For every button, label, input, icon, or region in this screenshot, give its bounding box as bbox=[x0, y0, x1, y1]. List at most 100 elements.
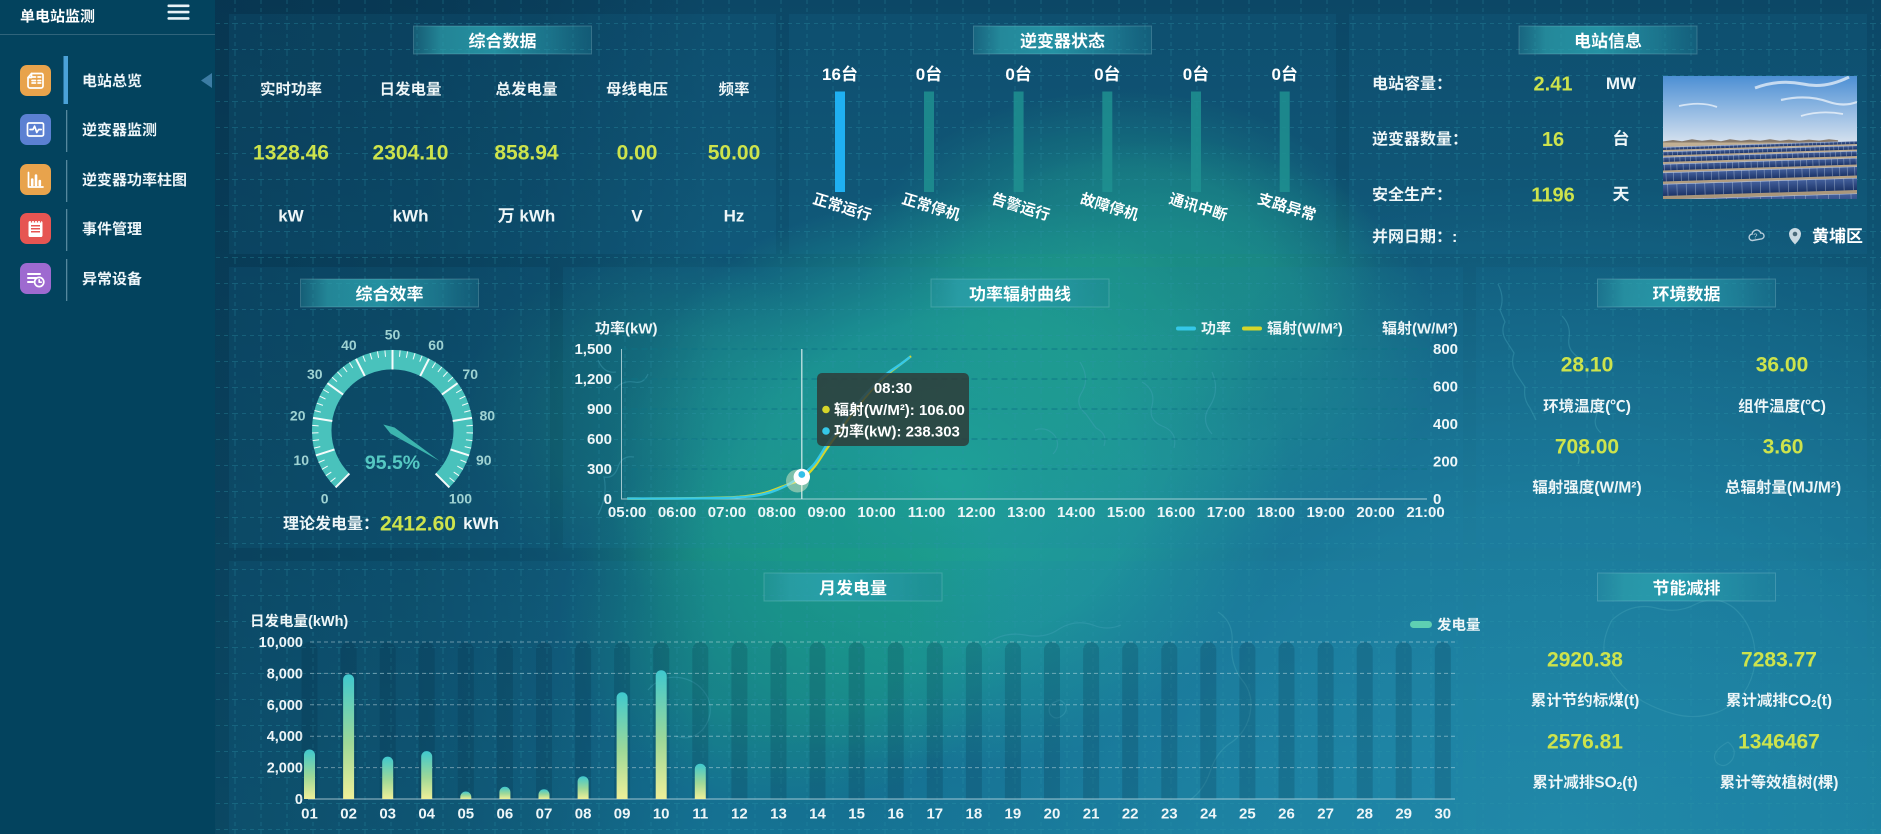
svg-text:0: 0 bbox=[1005, 65, 1014, 84]
svg-text:(W/M²): (W/M²) bbox=[1594, 480, 1641, 497]
svg-text:10: 10 bbox=[653, 805, 670, 822]
svg-text:): ) bbox=[1626, 399, 1631, 416]
svg-text:07: 07 bbox=[536, 805, 553, 822]
svg-text:1196: 1196 bbox=[1531, 185, 1574, 207]
svg-text:0: 0 bbox=[916, 65, 925, 84]
svg-text:11:00: 11:00 bbox=[908, 504, 946, 521]
svg-text:kW: kW bbox=[278, 207, 304, 226]
svg-text:1328.46: 1328.46 bbox=[253, 142, 329, 165]
svg-text:708.00: 708.00 bbox=[1555, 436, 1619, 459]
svg-text:27: 27 bbox=[1317, 805, 1334, 822]
svg-text:22: 22 bbox=[1122, 805, 1139, 822]
svg-text:): ) bbox=[1821, 399, 1826, 416]
svg-text:200: 200 bbox=[1433, 454, 1458, 471]
svg-text:15: 15 bbox=[848, 805, 865, 822]
svg-text:2412.60: 2412.60 bbox=[380, 513, 456, 536]
svg-text:30: 30 bbox=[1434, 805, 1451, 822]
svg-text:17: 17 bbox=[926, 805, 943, 822]
svg-text:8,000: 8,000 bbox=[267, 666, 303, 682]
svg-text:CO: CO bbox=[1788, 693, 1811, 710]
svg-text:0: 0 bbox=[1183, 65, 1192, 84]
svg-text:30: 30 bbox=[307, 366, 323, 382]
svg-text:10:00: 10:00 bbox=[857, 504, 895, 521]
svg-text:600: 600 bbox=[1433, 379, 1458, 396]
svg-text:400: 400 bbox=[1433, 416, 1458, 433]
svg-text:20: 20 bbox=[290, 408, 306, 424]
svg-text:(: ( bbox=[1800, 399, 1806, 416]
svg-text:?: ? bbox=[1753, 232, 1757, 241]
svg-text:3.60: 3.60 bbox=[1763, 436, 1804, 459]
svg-text:21: 21 bbox=[1083, 805, 1100, 822]
svg-text:0: 0 bbox=[1272, 65, 1281, 84]
svg-text:60: 60 bbox=[428, 337, 444, 353]
svg-text:90: 90 bbox=[476, 452, 492, 468]
svg-text:1,500: 1,500 bbox=[574, 341, 612, 358]
svg-text:(kWh): (kWh) bbox=[308, 614, 348, 630]
svg-text:12:00: 12:00 bbox=[957, 504, 995, 521]
svg-text:(kW): 238.303: (kW): 238.303 bbox=[864, 423, 960, 440]
svg-text:50.00: 50.00 bbox=[708, 142, 761, 165]
svg-text:09: 09 bbox=[614, 805, 631, 822]
svg-text:2576.81: 2576.81 bbox=[1547, 731, 1623, 754]
svg-text:(t): (t) bbox=[1817, 693, 1833, 710]
svg-text:7283.77: 7283.77 bbox=[1741, 649, 1817, 672]
svg-text:28: 28 bbox=[1356, 805, 1373, 822]
svg-text:(: ( bbox=[1813, 775, 1819, 792]
svg-text:08:30: 08:30 bbox=[874, 380, 912, 397]
svg-text:V: V bbox=[631, 207, 643, 226]
svg-text:0: 0 bbox=[295, 792, 303, 808]
svg-text:19:00: 19:00 bbox=[1307, 504, 1345, 521]
svg-text:Hz: Hz bbox=[724, 207, 745, 226]
svg-text:1,200: 1,200 bbox=[574, 371, 612, 388]
svg-text:(W/M²): (W/M²) bbox=[1412, 321, 1458, 338]
svg-text:13:00: 13:00 bbox=[1007, 504, 1045, 521]
svg-text:16:00: 16:00 bbox=[1157, 504, 1195, 521]
svg-text:858.94: 858.94 bbox=[494, 142, 559, 165]
svg-text:01: 01 bbox=[301, 805, 318, 822]
svg-text:2: 2 bbox=[1617, 781, 1623, 792]
svg-text:(MJ/M²): (MJ/M²) bbox=[1787, 480, 1841, 497]
svg-text:100: 100 bbox=[449, 490, 473, 506]
svg-text:2: 2 bbox=[1811, 699, 1817, 710]
svg-text:17:00: 17:00 bbox=[1207, 504, 1245, 521]
svg-text:05:00: 05:00 bbox=[608, 504, 646, 521]
svg-text:80: 80 bbox=[480, 408, 496, 424]
svg-text:06: 06 bbox=[497, 805, 514, 822]
svg-text:10,000: 10,000 bbox=[259, 635, 303, 651]
svg-text:26: 26 bbox=[1278, 805, 1295, 822]
svg-text:2,000: 2,000 bbox=[267, 761, 303, 777]
svg-text:19: 19 bbox=[1005, 805, 1022, 822]
svg-text:kWh: kWh bbox=[519, 207, 555, 226]
svg-text:16: 16 bbox=[1542, 129, 1564, 151]
svg-text:(t): (t) bbox=[1624, 693, 1640, 710]
svg-text:23: 23 bbox=[1161, 805, 1178, 822]
svg-text:20:00: 20:00 bbox=[1356, 504, 1394, 521]
svg-text:0: 0 bbox=[1433, 491, 1441, 508]
svg-text:24: 24 bbox=[1200, 805, 1217, 822]
svg-text:0: 0 bbox=[1094, 65, 1103, 84]
svg-text:08:00: 08:00 bbox=[758, 504, 796, 521]
svg-text:18: 18 bbox=[966, 805, 983, 822]
svg-text:SO: SO bbox=[1594, 775, 1616, 792]
svg-text:12: 12 bbox=[731, 805, 748, 822]
svg-text:(W/M²): (W/M²) bbox=[1297, 321, 1343, 338]
svg-text:600: 600 bbox=[587, 431, 612, 448]
svg-text:MW: MW bbox=[1606, 74, 1637, 93]
svg-text:kWh: kWh bbox=[463, 514, 499, 533]
svg-text:18:00: 18:00 bbox=[1257, 504, 1295, 521]
svg-text::: : bbox=[1452, 229, 1457, 246]
svg-text:0: 0 bbox=[604, 491, 612, 508]
svg-text:1346467: 1346467 bbox=[1738, 731, 1820, 754]
svg-text:(W/M²): 106.00: (W/M²): 106.00 bbox=[864, 402, 965, 419]
svg-text:(kW): (kW) bbox=[625, 321, 658, 338]
svg-text:95.5%: 95.5% bbox=[365, 452, 420, 474]
svg-text:kWh: kWh bbox=[393, 207, 429, 226]
svg-text:21:00: 21:00 bbox=[1406, 504, 1444, 521]
svg-text:16: 16 bbox=[887, 805, 904, 822]
svg-text:0.00: 0.00 bbox=[617, 142, 658, 165]
svg-text:06:00: 06:00 bbox=[658, 504, 696, 521]
svg-text:16: 16 bbox=[822, 65, 841, 84]
svg-text:07:00: 07:00 bbox=[708, 504, 746, 521]
svg-text:50: 50 bbox=[385, 327, 401, 343]
svg-text:14:00: 14:00 bbox=[1057, 504, 1095, 521]
